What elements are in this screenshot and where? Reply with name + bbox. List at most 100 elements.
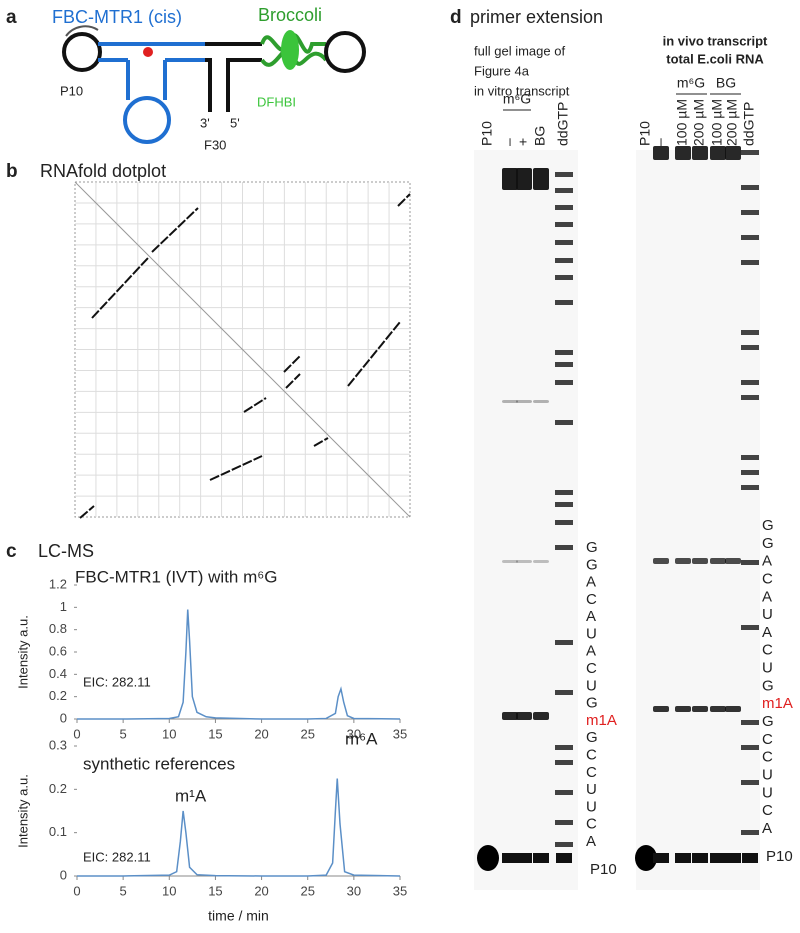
panel-title: primer extension: [470, 7, 603, 27]
gel-band: [675, 706, 691, 712]
lane-label: 200 µM: [724, 99, 740, 146]
gel-band: [477, 845, 499, 871]
sequence-letter: A: [586, 643, 596, 660]
lane-group: BG: [716, 75, 736, 91]
sequence-letter: C: [586, 660, 597, 677]
gel-band: [692, 146, 708, 160]
marker-label: P10: [766, 848, 793, 865]
gel-band: [742, 853, 758, 863]
sequence-letter: C: [586, 591, 597, 608]
sequence-letter: A: [586, 833, 596, 850]
rna-diagram: [62, 25, 366, 144]
gel-band: [556, 853, 572, 863]
gel-band: [741, 185, 759, 190]
gel-band: [502, 560, 518, 563]
sequence-letter: C: [762, 642, 773, 659]
dotplot-pairs: [397, 193, 411, 207]
gel-band: [741, 330, 759, 335]
gel-band: [741, 235, 759, 240]
gel-band: [675, 146, 691, 160]
gel-band: [533, 712, 549, 720]
y-tick-label: 0.2: [49, 781, 67, 796]
diagram-label: 3': [200, 115, 210, 130]
sequence-letter: A: [762, 624, 772, 641]
gel-band: [741, 625, 759, 630]
panel-letter: a: [6, 7, 17, 28]
sequence-letter: U: [762, 606, 773, 623]
gel-band: [741, 830, 759, 835]
gel-band: [741, 485, 759, 490]
diagram-label: 5': [230, 115, 240, 130]
sequence-letter: C: [586, 764, 597, 781]
gel-band: [555, 172, 573, 177]
gel-band: [555, 240, 573, 245]
lane-label: 200 µM: [691, 99, 707, 146]
y-tick-label: 0: [60, 710, 67, 725]
dotplot-pairs: [151, 207, 199, 253]
gel-band: [710, 706, 726, 712]
x-tick-label: 0: [73, 726, 80, 741]
y-tick-label: 0.2: [49, 688, 67, 703]
sequence-letter: G: [762, 535, 774, 552]
lane-group: m⁶G: [503, 91, 531, 107]
gel-band: [741, 260, 759, 265]
gel-band: [741, 780, 759, 785]
gel-band: [692, 706, 708, 712]
gel-band: [675, 558, 691, 564]
gel-band: [653, 853, 669, 863]
chromatogram-line: [77, 609, 401, 720]
sequence-letter: G: [762, 713, 774, 730]
gel-band: [741, 455, 759, 460]
lane-label: 100 µM: [709, 99, 725, 146]
sequence-letter: G: [586, 695, 598, 712]
gel-band: [516, 168, 532, 190]
gel-band: [653, 146, 669, 160]
x-tick-label: 5: [120, 883, 127, 898]
panel-title: LC-MS: [38, 541, 94, 561]
sequence-letter: C: [762, 749, 773, 766]
gel-band: [533, 853, 549, 863]
x-tick-label: 35: [393, 726, 407, 741]
marker-label: P10: [590, 861, 617, 878]
gel-caption: Figure 4a: [474, 63, 530, 78]
gel-band: [555, 420, 573, 425]
x-axis-label: time / min: [208, 908, 269, 924]
gel-band: [555, 842, 573, 847]
gel-band: [502, 400, 518, 403]
gel-band: [710, 146, 726, 160]
panel-letter: b: [6, 161, 18, 182]
x-tick-label: 30: [347, 883, 361, 898]
gel-band: [710, 558, 726, 564]
sequence-letter: U: [586, 625, 597, 642]
annotation: m⁶A: [345, 729, 378, 748]
y-tick-label: 0.3: [49, 737, 67, 752]
x-tick-label: 10: [162, 726, 176, 741]
gel-band: [741, 380, 759, 385]
gel-band: [741, 560, 759, 565]
gel-band: [555, 490, 573, 495]
sequence-letter: A: [586, 574, 596, 591]
y-tick-label: 0: [60, 867, 67, 882]
sequence-letter: G: [586, 539, 598, 556]
sequence-letter: U: [586, 677, 597, 694]
gel-band: [555, 258, 573, 263]
sequence-letter: G: [586, 729, 598, 746]
sequence-letter: A: [762, 820, 772, 837]
broccoli-label: Broccoli: [258, 5, 322, 25]
lane-label: ddGTP: [555, 102, 571, 146]
gel-band: [555, 745, 573, 750]
sequence-letter: A: [586, 608, 596, 625]
lane-label: BG: [532, 126, 548, 146]
y-tick-label: 1.2: [49, 576, 67, 591]
dotplot-pairs: [79, 505, 95, 519]
chromatogram-line: [77, 778, 401, 877]
gel-band: [533, 400, 549, 403]
lane-label: –: [501, 138, 517, 146]
sequence-letter: U: [762, 784, 773, 801]
gel-band: [555, 275, 573, 280]
chart-title: FBC-MTR1 (IVT) with m⁶G: [75, 567, 278, 586]
gel-band: [675, 853, 691, 863]
x-tick-label: 10: [162, 883, 176, 898]
sequence-letter: m1A: [586, 712, 617, 729]
